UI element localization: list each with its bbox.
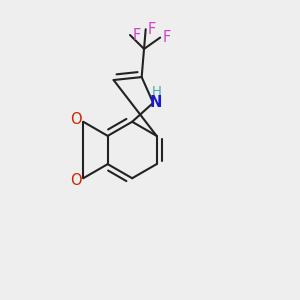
Text: H: H (152, 85, 162, 98)
Text: O: O (70, 173, 82, 188)
Text: O: O (70, 112, 82, 127)
Text: F: F (163, 30, 171, 45)
Text: N: N (149, 95, 162, 110)
Text: F: F (148, 22, 156, 37)
Text: F: F (132, 28, 141, 43)
